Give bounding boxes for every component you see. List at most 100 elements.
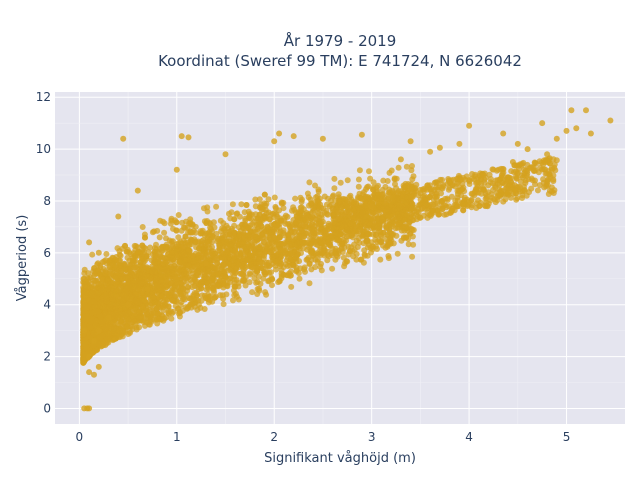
scatter-point bbox=[546, 187, 553, 194]
scatter-point bbox=[198, 279, 205, 285]
scatter-point bbox=[587, 130, 594, 137]
scatter-point bbox=[287, 251, 293, 257]
x-tick-label: 0 bbox=[76, 430, 84, 444]
scatter-point bbox=[396, 214, 403, 221]
scatter-point bbox=[402, 207, 409, 214]
scatter-point bbox=[385, 255, 392, 262]
scatter-point bbox=[319, 218, 326, 225]
scatter-point bbox=[445, 176, 452, 182]
scatter-point bbox=[271, 234, 278, 241]
scatter-point bbox=[321, 247, 328, 254]
scatter-point bbox=[93, 308, 99, 315]
scatter-point bbox=[110, 311, 116, 318]
scatter-point bbox=[410, 227, 417, 233]
scatter-point bbox=[132, 321, 139, 328]
scatter-point bbox=[475, 197, 481, 204]
scatter-point bbox=[347, 248, 353, 255]
scatter-point bbox=[300, 215, 307, 222]
scatter-point bbox=[256, 255, 262, 262]
scatter-point bbox=[357, 256, 364, 263]
scatter-point bbox=[308, 231, 315, 238]
scatter-point bbox=[107, 324, 114, 331]
scatter-point bbox=[221, 273, 228, 280]
scatter-point bbox=[231, 273, 238, 280]
scatter-point bbox=[260, 239, 267, 245]
scatter-point bbox=[355, 215, 361, 222]
scatter-point bbox=[550, 172, 557, 179]
scatter-point bbox=[175, 269, 182, 276]
scatter-point bbox=[120, 291, 127, 298]
scatter-point bbox=[408, 211, 415, 218]
scatter-point bbox=[265, 259, 272, 266]
scatter-point bbox=[519, 174, 526, 181]
scatter-point bbox=[370, 179, 377, 186]
scatter-point bbox=[161, 229, 168, 236]
scatter-point bbox=[220, 220, 227, 227]
scatter-point bbox=[181, 257, 188, 263]
scatter-point bbox=[329, 265, 336, 272]
scatter-point bbox=[359, 209, 366, 216]
scatter-point bbox=[89, 251, 96, 258]
scatter-point bbox=[144, 286, 151, 293]
scatter-point bbox=[247, 252, 254, 259]
scatter-point bbox=[489, 180, 496, 187]
scatter-point bbox=[285, 272, 292, 279]
scatter-point bbox=[132, 291, 139, 298]
scatter-point bbox=[444, 196, 451, 203]
scatter-point bbox=[548, 166, 555, 173]
scatter-point bbox=[117, 318, 124, 325]
scatter-point bbox=[315, 203, 322, 210]
scatter-point bbox=[164, 268, 171, 274]
scatter-point bbox=[107, 270, 114, 277]
scatter-point bbox=[252, 196, 259, 203]
scatter-point bbox=[256, 196, 263, 203]
scatter-point bbox=[213, 230, 220, 237]
scatter-point bbox=[81, 327, 88, 334]
scatter-point bbox=[257, 204, 263, 211]
scatter-point bbox=[139, 224, 146, 230]
scatter-point bbox=[297, 194, 304, 201]
scatter-point bbox=[121, 260, 128, 267]
x-tick-label: 4 bbox=[465, 430, 473, 444]
scatter-point bbox=[261, 269, 268, 276]
scatter-point bbox=[607, 117, 614, 124]
scatter-point bbox=[534, 187, 541, 194]
scatter-point bbox=[219, 239, 226, 246]
scatter-point bbox=[139, 303, 146, 310]
scatter-point bbox=[427, 148, 434, 155]
scatter-point bbox=[280, 199, 287, 206]
scatter-point bbox=[292, 195, 299, 202]
scatter-point bbox=[85, 275, 92, 282]
scatter-point bbox=[321, 209, 328, 216]
scatter-point bbox=[391, 207, 397, 214]
scatter-point bbox=[170, 256, 177, 263]
scatter-point bbox=[173, 166, 180, 173]
scatter-point bbox=[280, 205, 287, 212]
scatter-point bbox=[269, 276, 276, 283]
scatter-point bbox=[428, 211, 435, 218]
scatter-point bbox=[272, 203, 279, 210]
scatter-point bbox=[306, 260, 313, 267]
scatter-point bbox=[490, 166, 497, 173]
scatter-point bbox=[432, 201, 439, 208]
scatter-point bbox=[325, 195, 331, 202]
scatter-point bbox=[256, 249, 263, 256]
scatter-point bbox=[353, 237, 360, 244]
scatter-point bbox=[525, 176, 532, 183]
scatter-point bbox=[514, 140, 521, 147]
scatter-point bbox=[185, 247, 192, 254]
scatter-point bbox=[433, 195, 440, 202]
scatter-point bbox=[142, 234, 148, 241]
scatter-point bbox=[88, 290, 95, 297]
scatter-point bbox=[220, 284, 227, 291]
scatter-point bbox=[171, 271, 177, 278]
scatter-point bbox=[112, 274, 119, 281]
scatter-point bbox=[144, 291, 151, 298]
scatter-point bbox=[355, 176, 362, 183]
scatter-point bbox=[91, 265, 98, 272]
scatter-point bbox=[271, 138, 278, 145]
scatter-point bbox=[163, 278, 170, 285]
scatter-point bbox=[468, 204, 475, 211]
scatter-point bbox=[271, 194, 278, 201]
scatter-point bbox=[364, 231, 371, 238]
